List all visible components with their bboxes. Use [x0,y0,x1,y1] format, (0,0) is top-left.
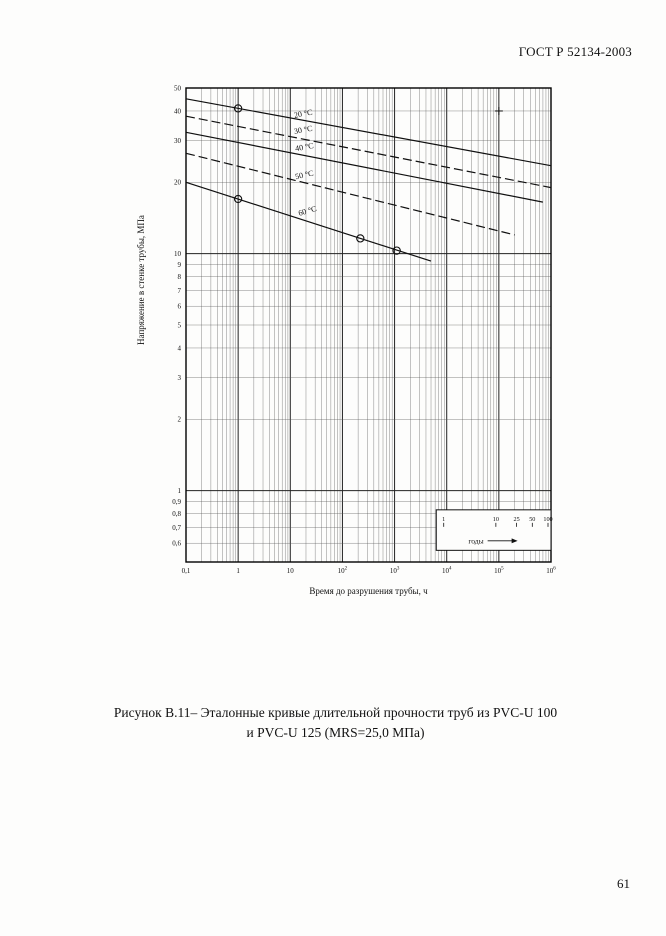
y-tick-label: 5 [178,321,182,329]
x-tick-label: 102 [338,567,348,576]
y-tick-label: 10 [174,250,182,258]
years-tick-label: 25 [514,516,520,523]
years-tick-label: 1 [442,516,445,523]
years-tick-label: 10 [493,516,499,523]
document-header: ГОСТ Р 52134-2003 [518,44,632,59]
x-axis-label: Время до разрушения трубы, ч [309,586,428,596]
y-tick-label: 0,8 [172,510,181,518]
x-tick-label: 106 [546,567,556,576]
series-line-3 [185,152,515,236]
y-tick-label: 4 [178,344,182,352]
series-line-1 [185,115,552,189]
x-tick-label: 104 [442,567,452,576]
series-label: 40 °C [294,141,314,153]
years-tick-label: 50 [529,516,535,523]
x-tick-label: 0,1 [182,567,191,575]
series-line-2 [185,131,544,203]
series-label: 30 °C [293,124,313,136]
x-tick-label: 105 [494,567,504,576]
series-label: 60 °C [297,204,317,218]
caption-line-1: Рисунок В.11– Эталонные кривые длительно… [113,705,558,720]
years-tick-label: 100 [543,516,552,523]
plot-border [185,87,552,563]
data-point-marker [356,234,365,243]
series-lines: 20 °C 30 °C 40 °C 50 °C 60 °C [185,98,552,262]
grid-lines [185,87,552,563]
data-point-marker [233,194,243,204]
series-label: 20 °C [293,108,313,120]
years-axis-label: годы [468,536,483,545]
y-tick-label: 2 [178,416,182,424]
series-label: 50 °C [294,169,314,182]
y-tick-label: 3 [178,374,182,382]
years-arrow-head [511,538,518,544]
y-tick-label: 8 [178,273,182,281]
y-axis-label: Напряжение в стенке трубы, МПа [136,215,146,345]
y-tick-label: 20 [174,179,182,187]
x-tick-label: 103 [390,567,400,576]
data-point-marker [233,104,243,113]
caption-line-2: и PVC-U 125 (MRS=25,0 МПа) [246,724,425,740]
x-tick-label: 10 [287,567,295,575]
y-tick-label: 9 [178,261,182,269]
y-tick-label: 0,9 [172,498,181,506]
y-tick-label: 40 [174,107,182,115]
y-tick-label: 7 [178,287,182,295]
data-point-marker [392,246,401,255]
y-tick-label: 1 [178,487,182,495]
figure-container: 1 10 25 50 100 годы 20 °C 30 °C 40 °C 50 °C 60 °C 0… [131,72,561,607]
y-tick-label: 0,6 [172,540,181,548]
y-tick-label: 6 [178,303,182,311]
series-line-0 [185,98,552,167]
page-number: 61 [617,876,630,891]
series-line-4 [185,181,432,262]
plus-marker [494,106,503,115]
x-tick-label: 1 [236,567,240,575]
years-inset: 1 10 25 50 100 годы [435,509,553,551]
y-tick-label: 0,7 [172,524,181,532]
y-tick-label: 30 [174,137,182,145]
figure-caption: Рисунок В.11– Эталонные кривые длительно… [98,703,573,742]
y-tick-label: 50 [174,84,182,92]
